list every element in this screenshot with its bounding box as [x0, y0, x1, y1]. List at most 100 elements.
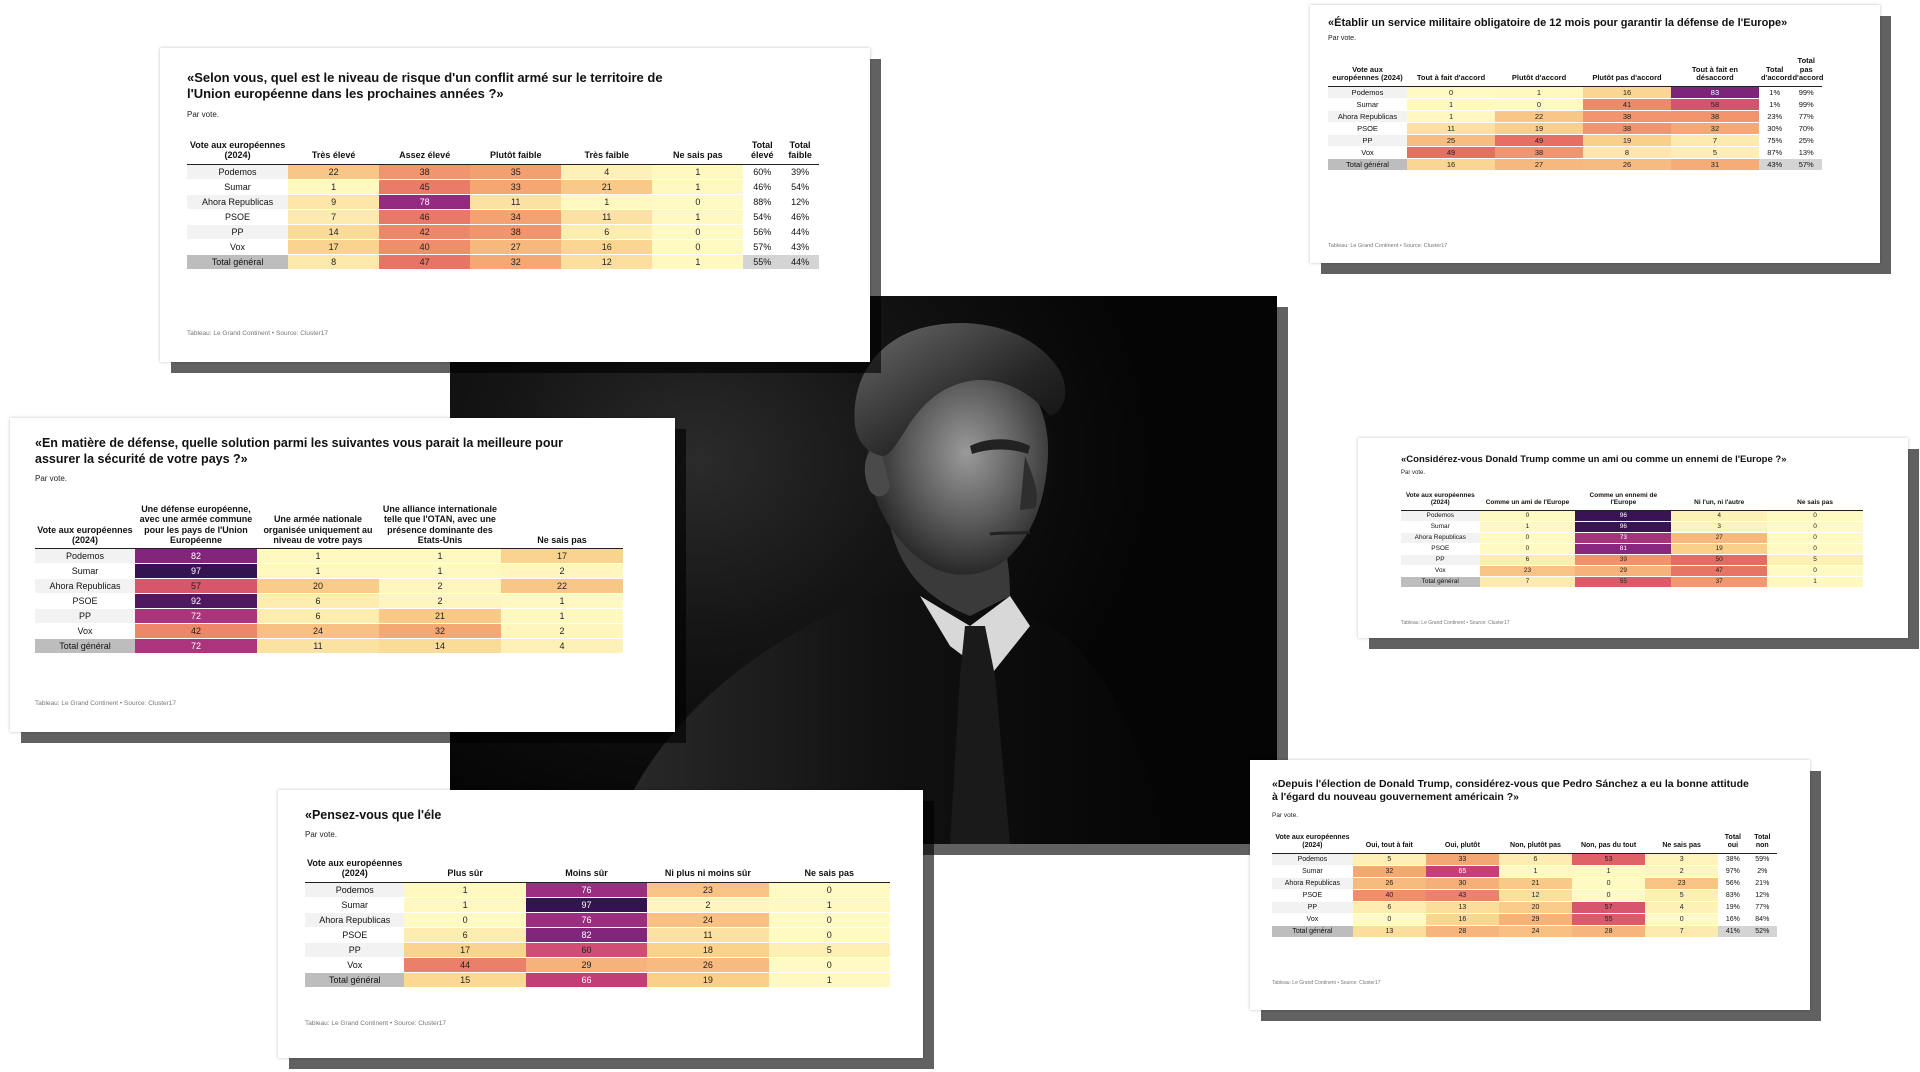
total-cell: 1%: [1758, 98, 1791, 111]
heat-cell: 19: [1495, 122, 1583, 135]
heat-cell: 38: [1670, 110, 1759, 123]
heat-cell: 29: [1575, 565, 1672, 577]
row-label-total-general: Total général: [35, 638, 135, 655]
table-row: Ahora Republicas 0 73 27 0: [1401, 532, 1863, 544]
heat-cell: 44: [404, 957, 526, 973]
heat-cell: 0: [1767, 543, 1863, 555]
heat-cell: 6: [1479, 554, 1576, 566]
heat-cell: 4: [1645, 901, 1719, 915]
heat-cell: 0: [768, 957, 890, 973]
total-cell: 25%: [1790, 134, 1822, 147]
row-label-podemos: Podemos: [305, 882, 405, 898]
table-row: Vox 42 24 32 2: [35, 623, 623, 640]
row-label-podemos: Podemos: [1328, 86, 1408, 99]
heat-cell: 1: [378, 563, 501, 580]
heat-cell: 2: [378, 578, 501, 595]
total-row: Total général 7 55 37 1: [1401, 575, 1863, 588]
heat-cell: 37: [1671, 575, 1768, 588]
heat-cell: 1: [768, 897, 890, 913]
total-row: Total général 15 66 19 1: [305, 971, 890, 988]
chart-subtitle: Par vote.: [187, 110, 220, 119]
heat-cell: 27: [470, 239, 562, 255]
column-header-ne-sais-pas: Ne sais pas: [652, 140, 744, 165]
total-cell: 56%: [743, 224, 782, 240]
column-header-non-plutot-pas: Non, plutôt pas: [1498, 834, 1573, 855]
heat-cell: 2: [1645, 865, 1719, 879]
heat-cell: 72: [134, 608, 257, 625]
chart-subtitle: Par vote.: [305, 830, 338, 839]
heat-cell: 47: [379, 253, 471, 270]
row-header: Vote aux européennes (2024): [35, 504, 135, 550]
chart-title: «Établir un service militaire obligatoir…: [1328, 17, 1788, 29]
row-label-podemos: Podemos: [35, 548, 135, 565]
heat-cell: 9: [288, 194, 380, 210]
row-label-ahora-republicas: Ahora Republicas: [1328, 110, 1408, 123]
table-row: PSOE 11 19 38 32 30% 70%: [1328, 122, 1822, 135]
heat-cell: 0: [652, 224, 744, 240]
heat-cell: 1: [1498, 865, 1573, 879]
heat-cell: 4: [500, 638, 623, 655]
total-cell: 60%: [743, 164, 782, 180]
heat-cell: 1: [256, 563, 379, 580]
chart-title: «Pensez-vous que l'éle: [305, 808, 442, 822]
heat-cell: 5: [1352, 853, 1426, 867]
total-cell: 44%: [781, 253, 819, 270]
row-label-vox: Vox: [1401, 565, 1480, 577]
table-row: Podemos 1 76 23 0: [305, 882, 890, 898]
total-cell: 54%: [781, 179, 819, 195]
heat-cell: 0: [1767, 521, 1863, 533]
heat-cell: 96: [1575, 521, 1672, 533]
heat-cell: 81: [1575, 543, 1672, 555]
heat-cell: 40: [1352, 889, 1426, 903]
heat-cell: 23: [647, 882, 769, 898]
column-header-ne-sais-pas: Ne sais pas: [500, 504, 623, 550]
table-row: Vox 23 29 47 0: [1401, 565, 1863, 577]
heat-cell: 5: [1645, 889, 1719, 903]
row-label-podemos: Podemos: [187, 164, 289, 180]
heat-cell: 1: [652, 179, 744, 195]
row-label-psoe: PSOE: [1401, 543, 1480, 555]
row-label-pp: PP: [1401, 554, 1480, 566]
heat-cell: 1: [652, 164, 744, 180]
heat-cell: 20: [1498, 901, 1573, 915]
column-header-ni-l-un-ni-l-autre: Ni l'un, ni l'autre: [1671, 492, 1768, 511]
heat-cell: 5: [1767, 554, 1863, 566]
total-row: Total général 16 27 26 31 43% 57%: [1328, 157, 1822, 171]
heat-cell: 45: [379, 179, 471, 195]
heat-cell: 17: [404, 942, 526, 958]
total-cell: 12%: [1747, 889, 1777, 903]
row-label-vox: Vox: [1272, 913, 1353, 927]
heat-cell: 7: [288, 209, 380, 225]
row-label-pp: PP: [35, 608, 135, 625]
total-cell: 12%: [781, 194, 819, 210]
column-header-une-alliance-internationale-telle-que-l-otan-avec-une-presence-dominante-des-etats-unis: Une alliance internationale telle que l'…: [378, 504, 501, 550]
row-header: Vote aux européennes (2024): [305, 858, 405, 883]
heat-cell: 4: [1671, 510, 1768, 522]
heat-cell: 11: [470, 194, 562, 210]
heat-cell: 97: [525, 897, 648, 913]
heat-cell: 0: [1479, 510, 1576, 522]
row-label-pp: PP: [305, 942, 405, 958]
heat-cell: 0: [1479, 532, 1576, 544]
table-row: Ahora Republicas 0 76 24 0: [305, 912, 890, 928]
total-cell: 16%: [1718, 913, 1748, 927]
heat-cell: 32: [470, 253, 562, 270]
heat-cell: 7: [1645, 925, 1719, 939]
heat-cell: 0: [768, 912, 890, 928]
heatmap-table: Vote aux européennes (2024) Très élevé Ass…: [187, 140, 819, 270]
total-cell: 70%: [1790, 122, 1822, 135]
chart-title: «Considérez-vous Donald Trump comme un a…: [1401, 454, 1787, 465]
table-row: PSOE 6 82 11 0: [305, 927, 890, 943]
heat-cell: 19: [1583, 134, 1671, 147]
heat-cell: 31: [1670, 157, 1759, 171]
heat-cell: 50: [1671, 554, 1768, 566]
chart-source: Tableau: Le Grand Continent • Source: Cl…: [1328, 243, 1448, 249]
total-cell: 46%: [743, 179, 782, 195]
table-row: PP 6 13 20 57 4 19% 77%: [1272, 901, 1777, 915]
heat-cell: 1: [404, 897, 526, 913]
heat-cell: 4: [561, 164, 653, 180]
chart-source: Tableau: Le Grand Continent • Source: Cl…: [187, 330, 329, 337]
column-header-plus-sur: Plus sûr: [404, 858, 526, 883]
heat-cell: 32: [1670, 122, 1759, 135]
table-row: Sumar 1 97 2 1: [305, 897, 890, 913]
